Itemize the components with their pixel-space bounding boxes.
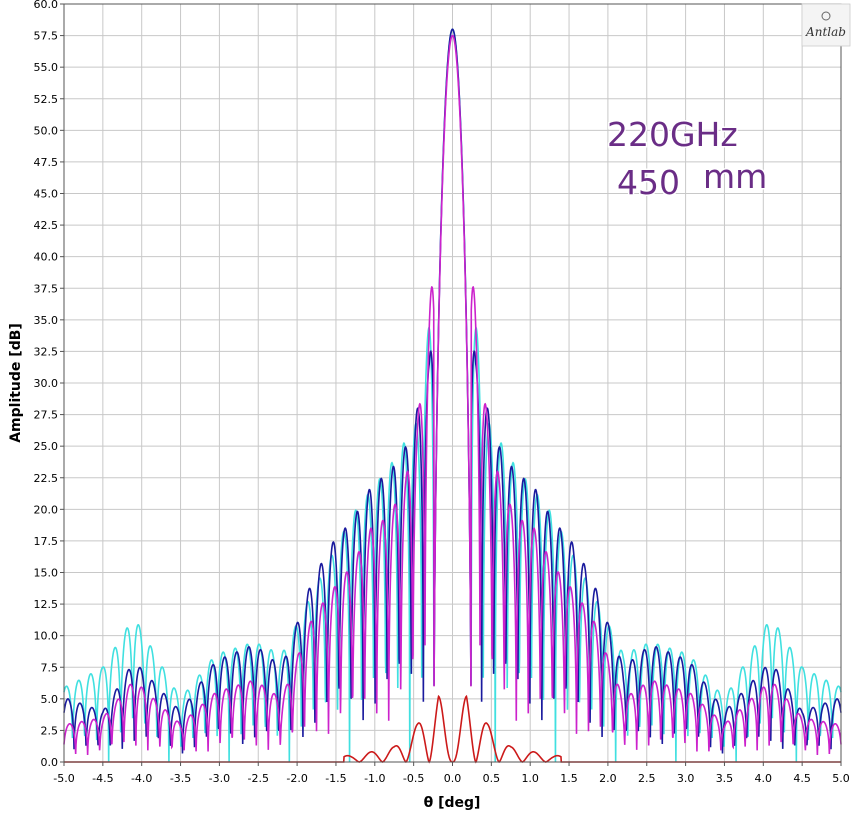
- x-tick-label: 5.0: [832, 772, 850, 785]
- y-tick-label: 60.0: [34, 0, 59, 11]
- y-tick-label: 35.0: [34, 314, 59, 327]
- logo-text: Antlab: [805, 25, 846, 39]
- x-tick-label: -4.0: [131, 772, 152, 785]
- distance-unit-annotation: mm: [703, 157, 767, 196]
- x-tick-label: 4.0: [755, 772, 773, 785]
- x-tick-label: -1.5: [325, 772, 346, 785]
- x-tick-label: -2.5: [248, 772, 269, 785]
- distance-value-annotation: 450: [617, 163, 680, 202]
- y-tick-label: 15.0: [34, 567, 59, 580]
- y-tick-label: 0.0: [41, 756, 59, 769]
- y-tick-labels: 0.0 2.5 5.0 7.5 10.0 12.5 15.0 17.5 20.0 22.5 25.0…: [34, 0, 64, 769]
- y-axis-label: Amplitude [dB]: [8, 323, 24, 443]
- antenna-icon: [821, 11, 831, 21]
- y-tick-label: 30.0: [34, 377, 59, 390]
- y-tick-label: 20.0: [34, 503, 59, 516]
- logo: Antlab: [801, 3, 851, 47]
- x-tick-label: -2.0: [286, 772, 307, 785]
- x-tick-label: 1.5: [560, 772, 578, 785]
- x-tick-label: -4.5: [92, 772, 113, 785]
- x-tick-label: 0.0: [444, 772, 462, 785]
- x-tick-label: -1.0: [364, 772, 385, 785]
- y-tick-label: 2.5: [41, 724, 59, 737]
- x-tick-label: -5.0: [53, 772, 74, 785]
- y-tick-label: 27.5: [34, 409, 59, 422]
- y-tick-label: 22.5: [34, 472, 59, 485]
- y-tick-label: 17.5: [34, 535, 59, 548]
- y-tick-label: 12.5: [34, 598, 59, 611]
- x-tick-label: 3.0: [677, 772, 695, 785]
- y-tick-label: 5.0: [41, 693, 59, 706]
- x-tick-label: -0.5: [403, 772, 424, 785]
- frequency-annotation: 220GHz: [607, 115, 738, 154]
- series-line-2: [63, 34, 842, 756]
- y-tick-label: 55.0: [34, 61, 59, 74]
- x-tick-label: 1.0: [521, 772, 539, 785]
- y-tick-label: 40.0: [34, 251, 59, 264]
- y-tick-label: 52.5: [34, 93, 59, 106]
- y-tick-label: 57.5: [34, 30, 59, 43]
- y-tick-label: 32.5: [34, 345, 59, 358]
- x-axis-label: θ [deg]: [424, 795, 481, 811]
- y-tick-label: 50.0: [34, 124, 59, 137]
- x-tick-label: 2.5: [638, 772, 656, 785]
- y-tick-label: 47.5: [34, 156, 59, 169]
- y-tick-label: 37.5: [34, 282, 59, 295]
- x-tick-label: 2.0: [599, 772, 617, 785]
- y-tick-label: 7.5: [41, 661, 59, 674]
- y-tick-label: 25.0: [34, 440, 59, 453]
- x-tick-labels: -5.0 -4.5 -4.0 -3.5 -3.0 -2.5 -2.0 -1.5 -1.0 -0.5…: [53, 762, 850, 785]
- x-tick-label: -3.0: [209, 772, 230, 785]
- x-tick-label: 4.5: [793, 772, 811, 785]
- y-tick-label: 42.5: [34, 219, 59, 232]
- x-tick-label: 0.5: [483, 772, 501, 785]
- x-tick-label: 3.5: [716, 772, 734, 785]
- y-tick-label: 10.0: [34, 630, 59, 643]
- x-tick-label: -3.5: [170, 772, 191, 785]
- y-tick-label: 45.0: [34, 188, 59, 201]
